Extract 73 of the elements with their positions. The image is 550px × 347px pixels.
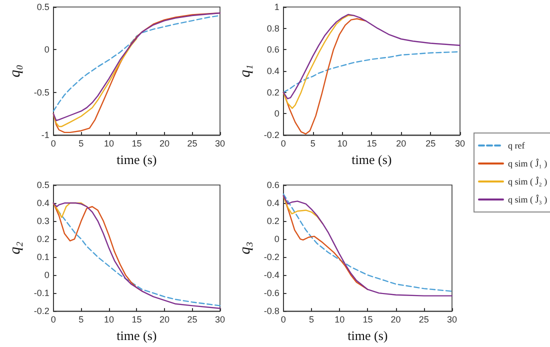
y-tick-label: 0.5 <box>36 180 50 190</box>
y-tick-label: 0.3 <box>36 216 50 226</box>
y-tick-label: -0.5 <box>34 87 50 98</box>
y-tick-label: 0.2 <box>36 234 50 244</box>
x-tick-label: 15 <box>362 314 373 325</box>
x-tick-label: 5 <box>78 138 84 148</box>
legend-label: q ref <box>508 140 525 150</box>
x-tick-label: 15 <box>366 138 377 148</box>
y-tick-label: 0 <box>44 44 50 55</box>
y-tick-label: 0.4 <box>36 198 50 208</box>
y-tick-label: 0.4 <box>266 66 280 76</box>
x-tick-label: 10 <box>334 314 345 325</box>
legend-label: q sim ( Ĵ₁ ) <box>508 158 548 168</box>
x-tick-label: 20 <box>159 314 170 325</box>
x-tick-label: 10 <box>104 314 114 325</box>
y-tick-label: 0 <box>274 234 280 244</box>
x-tick-label: 5 <box>310 138 316 148</box>
x-tick-label: 25 <box>418 314 429 325</box>
y-tick-label: -0.2 <box>34 306 50 316</box>
x-tick-label: 0 <box>50 314 56 325</box>
line-series <box>282 18 366 135</box>
line-series <box>282 195 324 224</box>
x-tick-label: 0 <box>50 138 56 148</box>
y-tick-label: 0.8 <box>266 23 280 34</box>
y-axis-title: q₃ <box>238 242 254 254</box>
y-axis-title: q₁ <box>238 64 254 78</box>
y-axis-title: q₂ <box>8 242 24 254</box>
x-tick-label: 10 <box>104 138 114 148</box>
y-tick-label: -0.2 <box>264 252 280 262</box>
legend-label: q sim ( Ĵ₃ ) <box>508 194 548 204</box>
y-tick-label: 0.6 <box>266 44 280 55</box>
x-tick-label: 15 <box>132 138 142 148</box>
y-tick-label: 0.4 <box>266 198 280 208</box>
y-tick-label: -0.6 <box>264 288 280 298</box>
x-tick-label: 25 <box>187 138 198 148</box>
line-series <box>282 14 355 109</box>
x-tick-label: 15 <box>132 314 142 325</box>
x-tick-label: 25 <box>187 314 198 325</box>
y-tick-label: -0.1 <box>34 288 50 298</box>
y-tick-label: 0.5 <box>36 2 50 12</box>
x-tick-label: 20 <box>159 138 170 148</box>
line-series <box>52 202 88 218</box>
line-series <box>52 38 138 128</box>
y-tick-label: 0.2 <box>266 87 280 98</box>
y-tick-label: 1 <box>274 2 280 12</box>
y-tick-label: 0 <box>274 108 280 119</box>
y-tick-label: -0.8 <box>264 306 280 316</box>
x-tick-label: 25 <box>426 138 436 148</box>
x-tick-label: 30 <box>214 138 226 148</box>
y-tick-label: -1 <box>41 130 50 140</box>
legend-label: q sim ( Ĵ₂ ) <box>508 176 548 186</box>
y-tick-label: 0.2 <box>266 216 280 226</box>
line-series <box>282 14 461 100</box>
y-tick-label: 0.1 <box>36 252 50 262</box>
y-tick-label: -0.4 <box>264 270 280 280</box>
x-tick-label: 10 <box>337 138 348 148</box>
x-tick-label: 0 <box>280 314 286 325</box>
x-tick-label: 20 <box>390 314 401 325</box>
x-axis-title: time (s) <box>348 328 388 343</box>
x-tick-label: 0 <box>280 138 286 148</box>
x-tick-label: 5 <box>78 314 84 325</box>
y-tick-label: 0 <box>44 270 50 280</box>
x-tick-label: 30 <box>214 314 226 325</box>
x-axis-title: time (s) <box>352 152 392 167</box>
y-axis-title: q₀ <box>8 64 24 78</box>
x-tick-label: 20 <box>396 138 406 148</box>
y-tick-label: 0.6 <box>266 180 280 190</box>
x-axis-title: time (s) <box>116 152 157 167</box>
x-tick-label: 5 <box>309 314 314 325</box>
y-tick-label: -0.2 <box>264 130 280 140</box>
x-tick-label: 30 <box>454 138 466 148</box>
x-axis-title: time (s) <box>116 328 157 343</box>
x-tick-label: 30 <box>446 314 457 325</box>
